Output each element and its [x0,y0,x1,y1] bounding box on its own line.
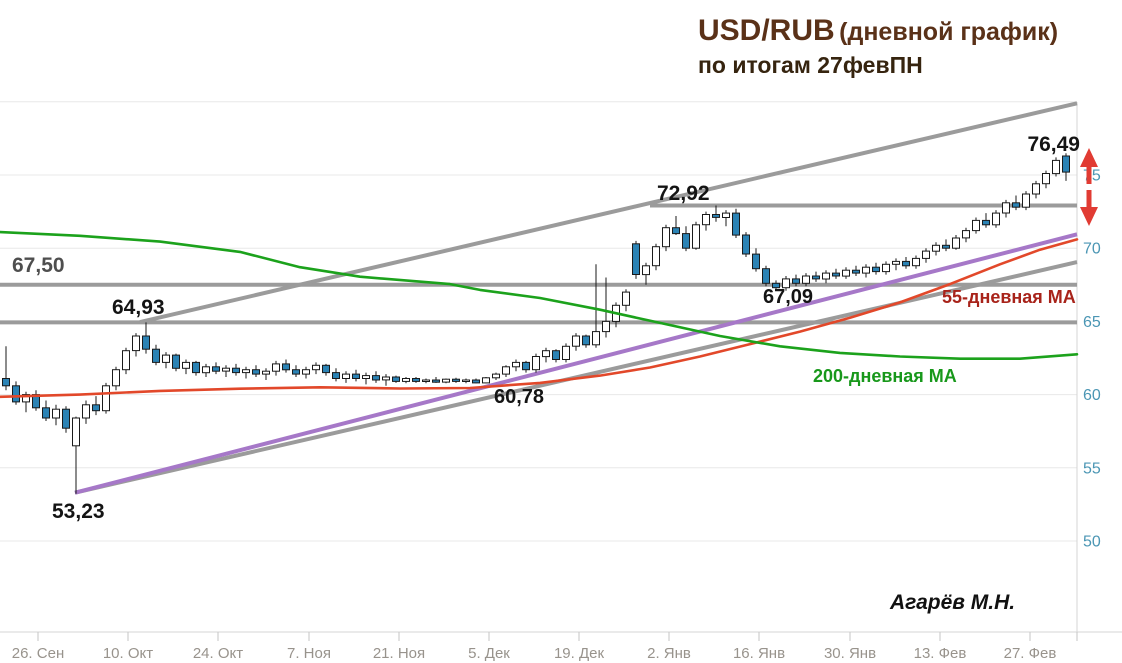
purple-trend [74,232,1078,495]
price-label-67-09: 67,09 [763,286,814,308]
svg-text:19. Дек: 19. Дек [554,645,605,662]
arrow-up-icon [1080,148,1098,184]
page-title: USD/RUB (дневной график) [698,14,1058,48]
price-label-53-23: 53,23 [52,500,105,523]
svg-text:55: 55 [1083,460,1101,477]
ma55-legend-label: 55-дневная МА [942,287,1076,307]
svg-text:30. Янв: 30. Янв [824,645,876,662]
svg-text:21. Ноя: 21. Ноя [373,645,425,662]
price-label-72-92: 72,92 [657,182,710,205]
55-дневная МА [0,238,1079,399]
volatility-arrows-icon [1080,148,1098,226]
svg-text:16. Янв: 16. Янв [733,645,785,662]
title-instrument: USD/RUB [698,14,835,47]
svg-text:65: 65 [1083,314,1101,331]
svg-text:2. Янв: 2. Янв [647,645,691,662]
svg-text:75: 75 [1083,168,1101,185]
svg-text:13. Фев: 13. Фев [914,645,967,662]
svg-text:7. Ноя: 7. Ноя [287,645,331,662]
price-label-76-49: 76,49 [1027,133,1080,156]
trendlines-layer [74,101,1078,495]
title-timeframe: (дневной график) [839,18,1059,46]
200-дневная МА [0,230,1079,361]
svg-text:26. Сен: 26. Сен [12,645,64,662]
chart-subtitle: по итогам 27февПН [698,52,923,78]
arrow-down-icon [1080,190,1098,226]
channel-top [139,101,1078,325]
author-signature: Агарёв М.Н. [890,591,1016,614]
svg-text:60: 60 [1083,387,1101,404]
price-label-67-50: 67,50 [12,254,65,277]
moving-average-lines [0,230,1079,399]
svg-text:50: 50 [1083,534,1101,551]
candlestick-series [2,153,1070,494]
svg-text:27. Фев: 27. Фев [1004,645,1057,662]
x-axis: 26. Сен 10. Окт 24. Окт 7. Ноя 21. Ноя 5. Дек… [0,631,1122,662]
svg-text:70: 70 [1083,241,1101,258]
svg-text:5. Дек: 5. Дек [468,645,510,662]
y-axis: 75 70 65 60 55 50 [1083,168,1101,551]
price-label-60-78: 60,78 [494,386,545,408]
price-label-64-93: 64,93 [112,296,165,319]
ma200-legend-label: 200-дневная МА [813,366,957,386]
svg-text:10. Окт: 10. Окт [103,645,153,662]
svg-text:24. Окт: 24. Окт [193,645,243,662]
